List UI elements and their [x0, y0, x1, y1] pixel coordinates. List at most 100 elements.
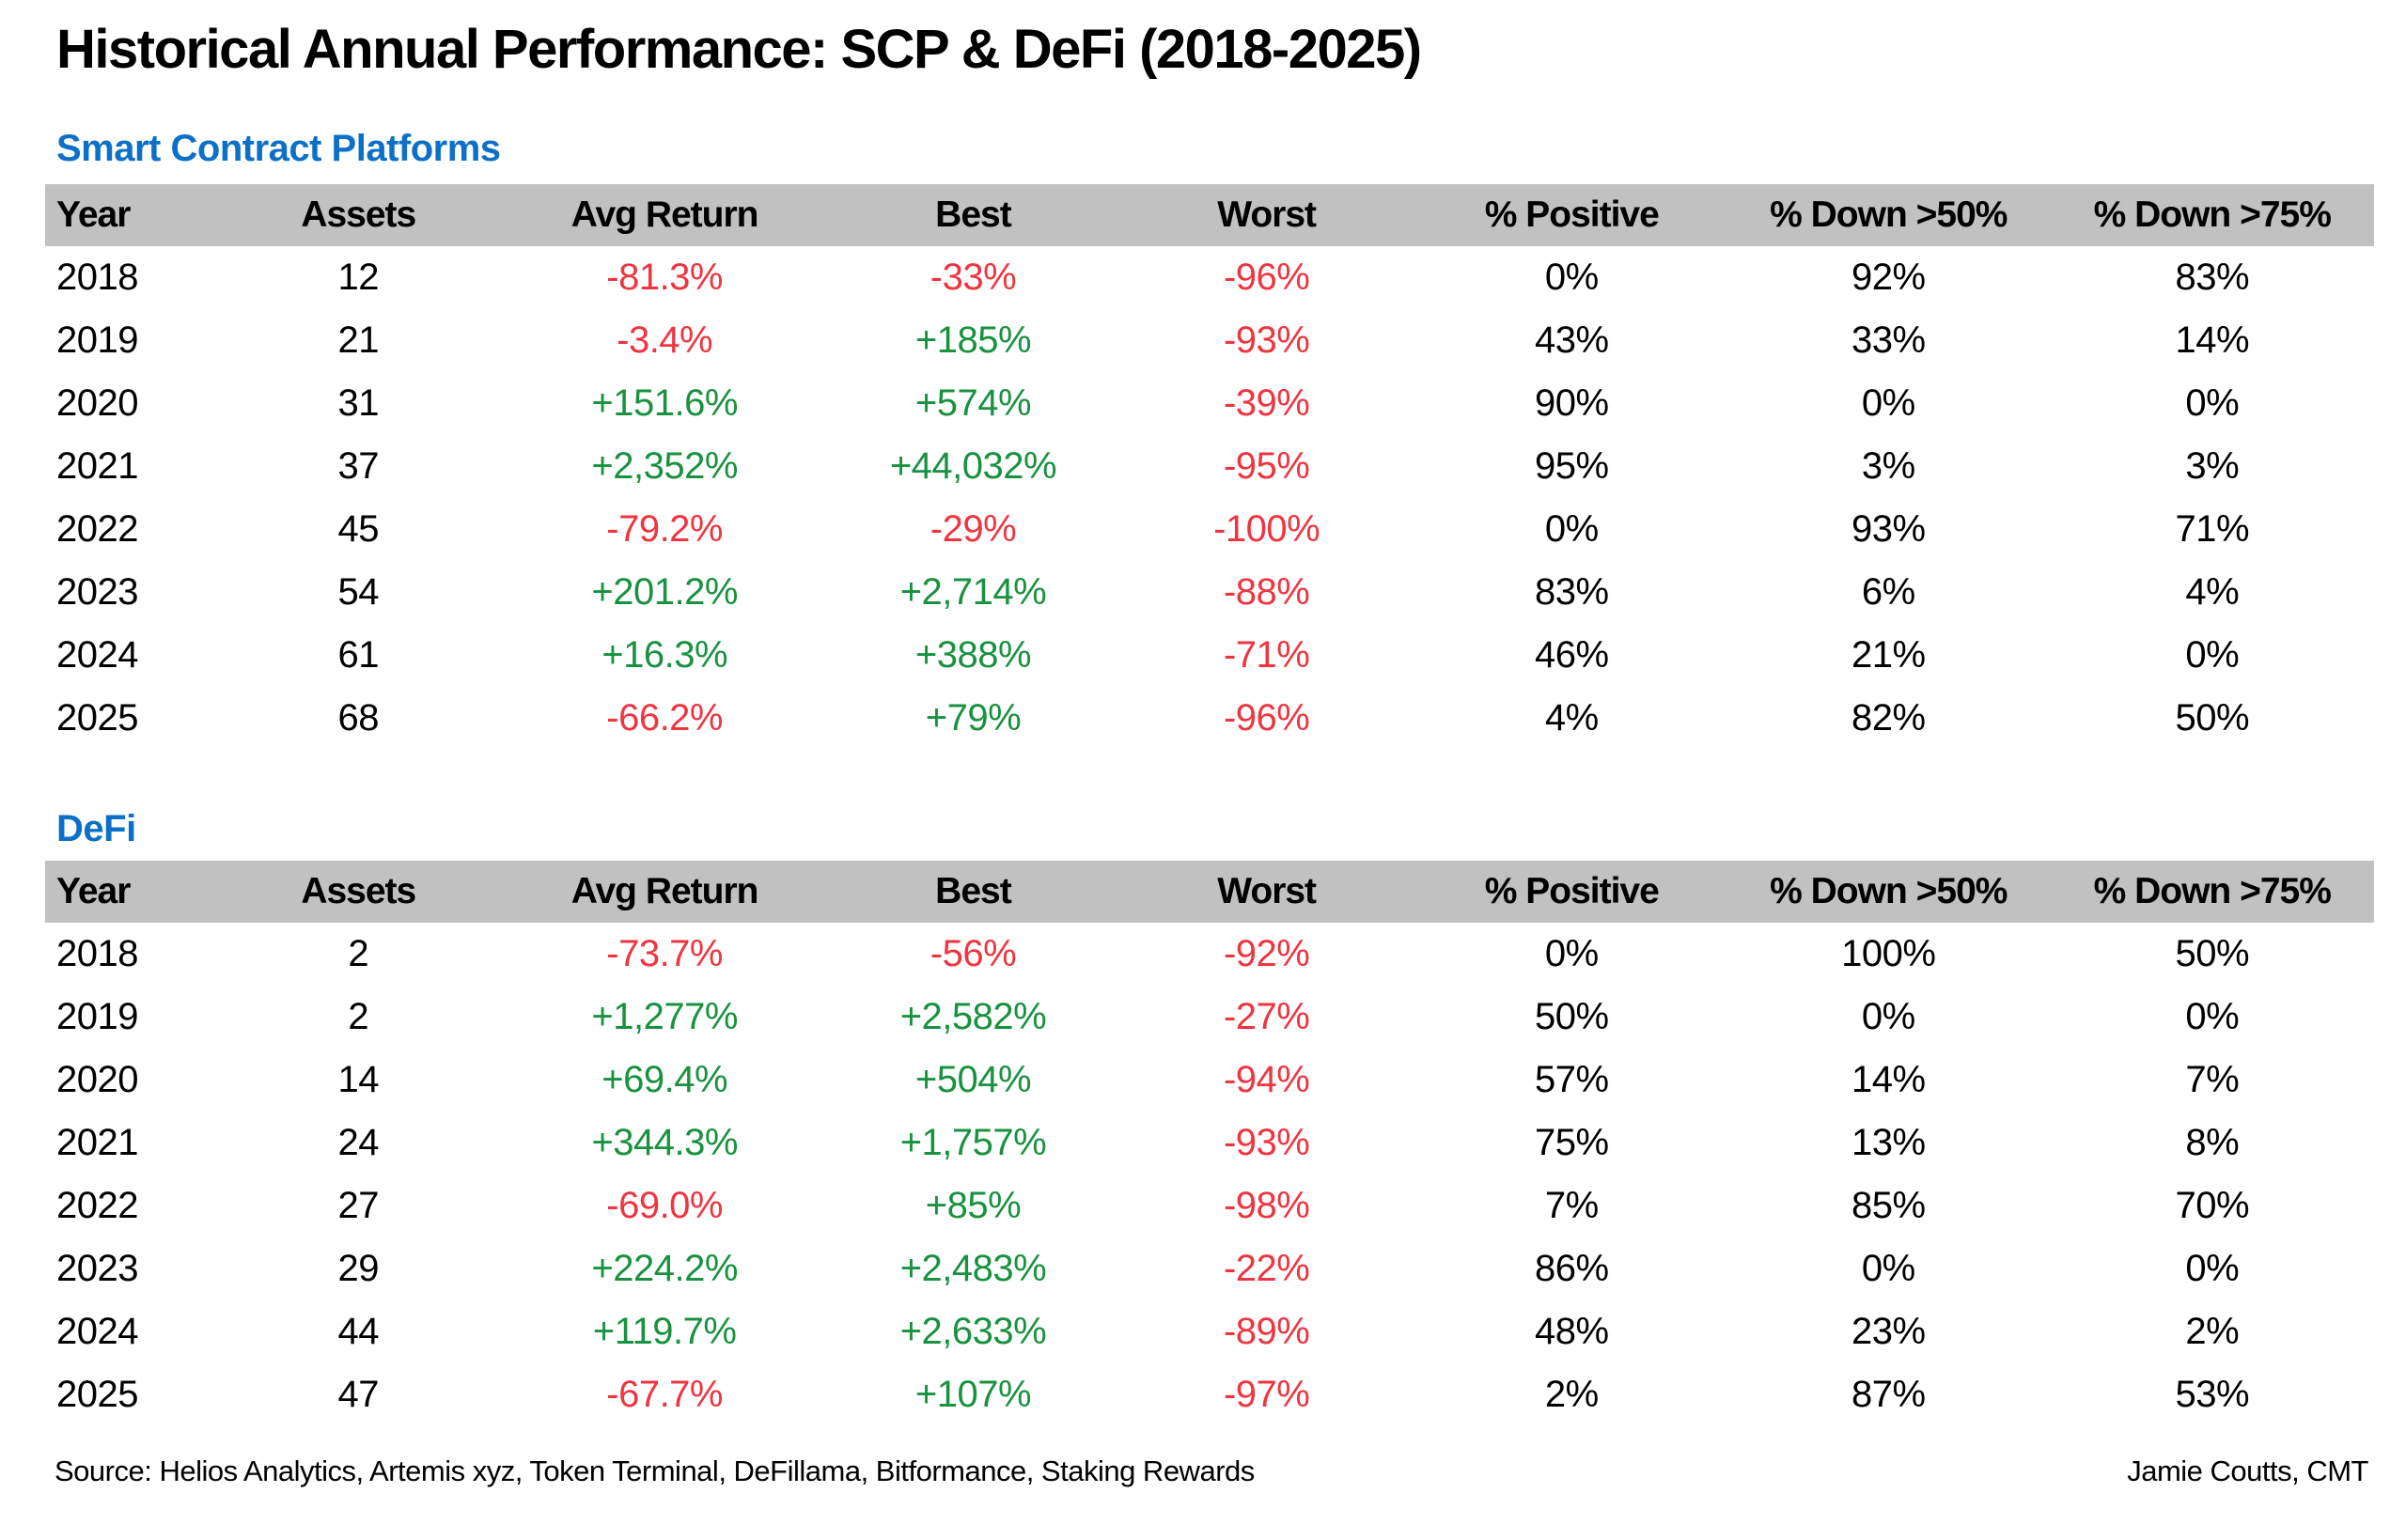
cell-avg-return: -66.2% — [606, 697, 723, 739]
table-row: 2018 2 -73.7% -56% -92% 0% 100% 50% — [45, 923, 2374, 986]
cell-positive: 0% — [1544, 257, 1599, 298]
cell-worst: -96% — [1223, 257, 1310, 298]
cell-down-50: 0% — [1861, 382, 1915, 424]
cell-best: -29% — [930, 508, 1017, 550]
cell-best: +85% — [925, 1185, 1022, 1226]
cell-assets: 12 — [337, 257, 380, 298]
cell-down-50: 93% — [1851, 508, 1926, 550]
cell-down-50: 13% — [1851, 1122, 1926, 1163]
column-header-down-50: % Down >50% — [1726, 184, 2051, 246]
column-header-assets: Assets — [217, 861, 500, 923]
cell-down-50: 82% — [1851, 697, 1926, 739]
cell-assets: 47 — [337, 1374, 380, 1415]
section-defi: DeFi Year Assets Avg Return Best Worst% Posi… — [45, 810, 2374, 1426]
cell-year: 2018 — [56, 933, 138, 974]
table-row: 2022 45 -79.2% -29% -100% 0% 93% 71% — [45, 498, 2374, 561]
cell-avg-return: +201.2% — [591, 571, 738, 613]
column-header-positive: % Positive — [1416, 861, 1727, 923]
cell-down-50: 21% — [1851, 634, 1926, 676]
table-row: 2019 2 +1,277% +2,582% -27% 50% 0% 0% — [45, 986, 2374, 1049]
cell-avg-return: +344.3% — [591, 1122, 738, 1163]
cell-assets: 45 — [337, 508, 380, 550]
cell-positive: 75% — [1535, 1122, 1609, 1163]
cell-year: 2019 — [56, 996, 138, 1037]
cell-down-50: 0% — [1861, 996, 1915, 1037]
cell-assets: 44 — [337, 1311, 380, 1352]
cell-best: +79% — [925, 697, 1022, 739]
cell-worst: -93% — [1223, 1122, 1310, 1163]
cell-worst: -22% — [1223, 1248, 1310, 1289]
cell-year: 2019 — [56, 319, 138, 361]
cell-positive: 7% — [1544, 1185, 1599, 1226]
cell-positive: 83% — [1535, 571, 1609, 613]
cell-down-75: 0% — [2185, 382, 2240, 424]
cell-positive: 4% — [1544, 697, 1599, 739]
table-row: 2024 44 +119.7% +2,633% -89% 48% 23% 2% — [45, 1300, 2374, 1363]
cell-assets: 27 — [337, 1185, 380, 1226]
cell-positive: 48% — [1535, 1311, 1609, 1352]
cell-down-75: 71% — [2175, 508, 2250, 550]
cell-worst: -27% — [1223, 996, 1310, 1037]
cell-year: 2021 — [56, 1122, 138, 1163]
cell-year: 2024 — [56, 1311, 138, 1352]
table-row: 2021 24 +344.3% +1,757% -93% 75% 13% 8% — [45, 1112, 2374, 1174]
cell-worst: -89% — [1223, 1311, 1310, 1352]
cell-down-75: 4% — [2185, 571, 2240, 613]
cell-year: 2024 — [56, 634, 138, 676]
cell-down-50: 3% — [1861, 445, 1915, 487]
table-row: 2021 37 +2,352% +44,032% -95% 95% 3% 3% — [45, 435, 2374, 498]
table-row: 2022 27 -69.0% +85% -98% 7% 85% 70% — [45, 1174, 2374, 1237]
column-header-avg-return: Avg Return — [499, 861, 831, 923]
cell-down-75: 83% — [2175, 257, 2250, 298]
cell-year: 2021 — [56, 445, 138, 487]
cell-positive: 95% — [1535, 445, 1609, 487]
cell-assets: 68 — [337, 697, 380, 739]
cell-avg-return: +16.3% — [602, 634, 728, 676]
header-row: Year Assets Avg Return Best Worst% Positive%… — [45, 861, 2374, 923]
cell-year: 2018 — [56, 257, 138, 298]
cell-best: +2,483% — [899, 1248, 1047, 1289]
defi-table: Year Assets Avg Return Best Worst% Positive%… — [45, 861, 2374, 1426]
cell-avg-return: -67.7% — [606, 1374, 723, 1415]
cell-down-50: 85% — [1851, 1185, 1926, 1226]
cell-positive: 86% — [1535, 1248, 1609, 1289]
cell-down-75: 14% — [2175, 319, 2250, 361]
cell-worst: -96% — [1223, 697, 1310, 739]
cell-positive: 46% — [1535, 634, 1609, 676]
cell-avg-return: +151.6% — [591, 382, 738, 424]
cell-positive: 0% — [1544, 508, 1599, 550]
cell-worst: -93% — [1223, 319, 1310, 361]
cell-assets: 31 — [337, 382, 380, 424]
cell-year: 2020 — [56, 1059, 138, 1100]
cell-year: 2025 — [56, 697, 138, 739]
cell-assets: 61 — [337, 634, 380, 676]
cell-down-75: 50% — [2175, 933, 2250, 974]
column-header-assets: Assets — [217, 184, 500, 246]
cell-avg-return: -81.3% — [606, 257, 723, 298]
cell-positive: 2% — [1544, 1374, 1599, 1415]
cell-year: 2023 — [56, 1248, 138, 1289]
column-header-year: Year — [45, 184, 218, 246]
cell-positive: 50% — [1535, 996, 1609, 1037]
cell-best: +2,633% — [899, 1311, 1047, 1352]
cell-down-75: 0% — [2185, 634, 2240, 676]
cell-down-50: 33% — [1851, 319, 1926, 361]
cell-down-50: 87% — [1851, 1374, 1926, 1415]
cell-avg-return: +224.2% — [591, 1248, 738, 1289]
cell-avg-return: -73.7% — [606, 933, 723, 974]
cell-down-50: 14% — [1851, 1059, 1926, 1100]
credit-text: Jamie Coutts, CMT — [2127, 1454, 2368, 1487]
cell-best: +2,714% — [899, 571, 1047, 613]
cell-positive: 0% — [1544, 933, 1599, 974]
cell-worst: -92% — [1223, 933, 1310, 974]
table-row: 2024 61 +16.3% +388% -71% 46% 21% 0% — [45, 624, 2374, 687]
cell-year: 2020 — [56, 382, 138, 424]
cell-worst: -95% — [1223, 445, 1310, 487]
cell-down-75: 53% — [2175, 1374, 2250, 1415]
cell-positive: 90% — [1535, 382, 1609, 424]
column-header-down-75: % Down >75% — [2050, 184, 2374, 246]
table-row: 2023 54 +201.2% +2,714% -88% 83% 6% 4% — [45, 561, 2374, 624]
cell-down-50: 100% — [1841, 933, 1936, 974]
cell-worst: -100% — [1213, 508, 1320, 550]
infographic-page: Historical Annual Performance: SCP & DeF… — [0, 23, 2406, 1540]
